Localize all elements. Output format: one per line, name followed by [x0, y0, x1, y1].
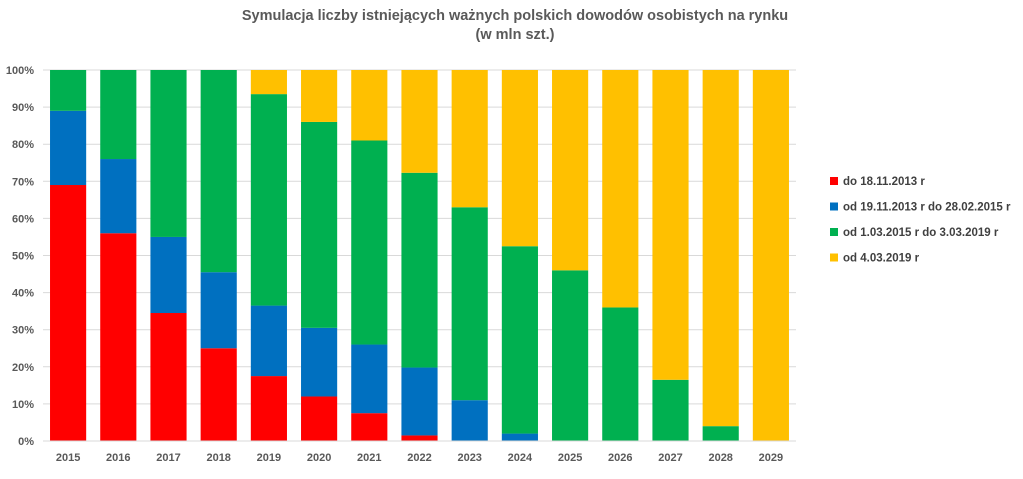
bar-segment — [301, 70, 338, 122]
y-tick-label: 20% — [12, 362, 34, 374]
x-tick-label: 2026 — [608, 452, 632, 464]
x-tick-label: 2027 — [658, 452, 682, 464]
x-tick-label: 2024 — [508, 452, 533, 464]
legend-swatch — [830, 177, 838, 185]
bar-segment — [100, 70, 137, 160]
bar-segment — [702, 426, 739, 441]
bar-segment — [50, 70, 87, 111]
bar-segment — [301, 327, 338, 397]
y-tick-label: 60% — [12, 213, 34, 225]
bar-segment — [552, 270, 589, 441]
y-tick-label: 10% — [12, 399, 34, 411]
bar-segment — [401, 435, 438, 441]
bar-segment — [150, 313, 187, 441]
bar-segment — [652, 70, 689, 380]
bar-segment — [351, 413, 388, 441]
x-tick-label: 2015 — [56, 452, 80, 464]
legend: do 18.11.2013 r od 19.11.2013 r do 28.02.… — [830, 176, 1011, 265]
bar-segment — [200, 348, 237, 441]
y-tick-label: 30% — [12, 325, 34, 337]
bar-segment — [501, 433, 538, 441]
legend-label: od 4.03.2019 r — [843, 253, 920, 265]
bar-segment — [100, 159, 137, 234]
legend-swatch — [830, 228, 838, 236]
bar-segment — [501, 70, 538, 247]
bar-segment — [752, 70, 789, 441]
y-tick-label: 100% — [6, 65, 34, 77]
bar-segment — [401, 367, 438, 436]
bars — [50, 70, 789, 441]
bar-segment — [50, 185, 87, 441]
x-tick-label: 2029 — [759, 452, 783, 464]
legend-label: do 18.11.2013 r — [843, 176, 925, 188]
y-tick-label: 50% — [12, 251, 34, 263]
x-tick-label: 2021 — [357, 452, 381, 464]
x-tick-label: 2018 — [206, 452, 230, 464]
bar-segment — [150, 70, 187, 237]
x-axis-ticks: 2015 2016 2017 2018 2019 2020 2021 2022 2023 2024… — [56, 452, 783, 464]
bar-segment — [552, 70, 589, 271]
x-tick-label: 2023 — [457, 452, 481, 464]
x-tick-label: 2022 — [407, 452, 431, 464]
bar-segment — [501, 246, 538, 434]
bar-segment — [401, 70, 438, 173]
bar-segment — [200, 70, 237, 273]
y-tick-label: 80% — [12, 139, 34, 151]
bar-segment — [451, 70, 488, 208]
x-tick-label: 2017 — [156, 452, 180, 464]
x-tick-label: 2020 — [307, 452, 331, 464]
bar-segment — [250, 305, 287, 377]
y-tick-label: 40% — [12, 288, 34, 300]
bar-segment — [652, 379, 689, 441]
bar-segment — [401, 172, 438, 368]
y-tick-label: 70% — [12, 176, 34, 188]
bar-segment — [602, 307, 639, 441]
bar-segment — [100, 233, 137, 441]
bar-segment — [250, 70, 287, 95]
bar-segment — [50, 110, 87, 186]
legend-label: od 1.03.2015 r do 3.03.2019 r — [843, 227, 999, 239]
y-tick-label: 0% — [18, 436, 34, 448]
legend-swatch — [830, 253, 838, 262]
bar-segment — [351, 140, 388, 345]
bar-segment — [451, 207, 488, 401]
bar-segment — [451, 400, 488, 441]
legend-label: od 19.11.2013 r do 28.02.2015 r — [843, 202, 1011, 214]
x-tick-label: 2019 — [257, 452, 281, 464]
bar-segment — [150, 236, 187, 314]
x-tick-label: 2028 — [708, 452, 732, 464]
bar-segment — [602, 70, 639, 308]
y-tick-label: 90% — [12, 102, 34, 114]
bar-segment — [250, 94, 287, 306]
x-tick-label: 2016 — [106, 452, 130, 464]
bar-segment — [250, 376, 287, 441]
chart-subtitle: (w mln szt.) — [476, 27, 555, 43]
bar-segment — [301, 121, 338, 328]
bar-segment — [351, 344, 388, 414]
legend-swatch — [830, 202, 838, 211]
bar-segment — [301, 396, 338, 441]
bar-segment — [351, 70, 388, 141]
chart-title: Symulacja liczby istniejących ważnych po… — [242, 8, 788, 24]
y-axis-ticks: 0% 10% 20% 30% 40% 50% 60% 70% 80% 90% 100% — [6, 65, 34, 448]
bar-segment — [702, 70, 739, 427]
x-tick-label: 2025 — [558, 452, 582, 464]
bar-segment — [200, 272, 237, 349]
